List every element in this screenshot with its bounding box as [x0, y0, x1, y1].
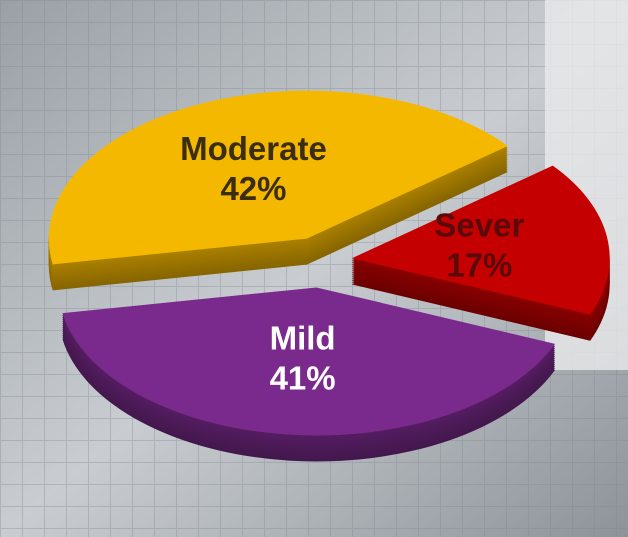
slice-value-label: 41%	[270, 360, 336, 397]
slice	[62, 287, 556, 436]
slice-value-label: 42%	[220, 170, 286, 207]
slice	[351, 165, 610, 315]
slice-value-label: 17%	[446, 247, 512, 284]
slice-label: Moderate	[180, 130, 327, 167]
slice-label: Mild	[270, 320, 336, 357]
slice	[48, 90, 508, 265]
slice-label: Sever	[434, 207, 524, 244]
